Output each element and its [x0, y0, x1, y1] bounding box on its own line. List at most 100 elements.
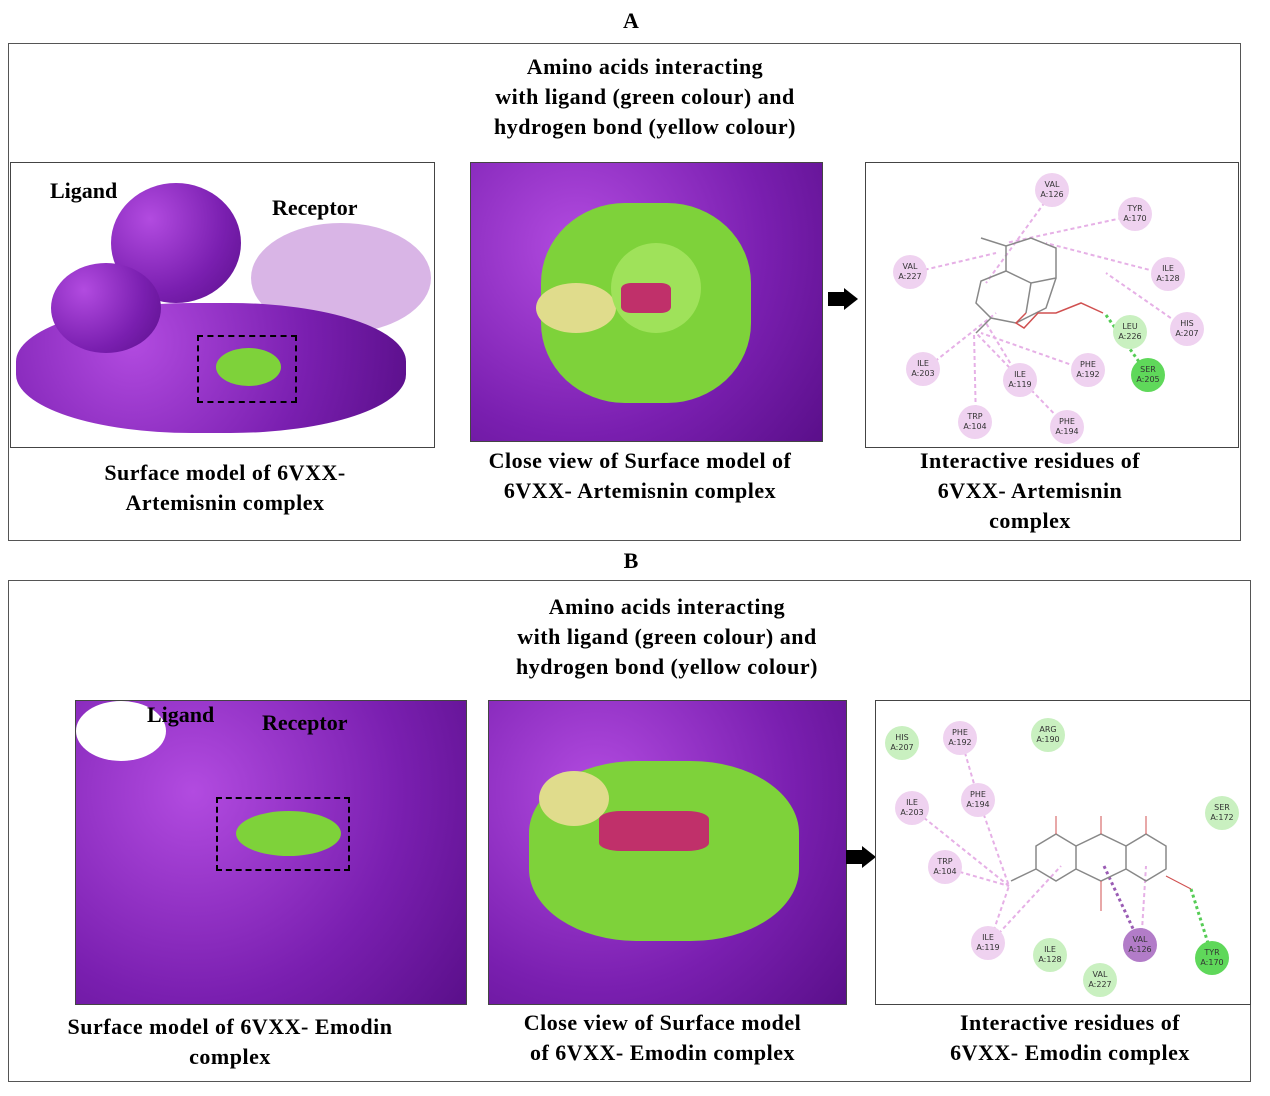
residue-label: VAL — [1132, 935, 1148, 944]
residue-label: TRP — [967, 412, 983, 421]
caption-line: Surface model of 6VXX- — [104, 460, 346, 485]
arrow-head — [844, 288, 858, 310]
residue-node: ILE A:203 — [906, 352, 940, 386]
residue-label: ILE — [982, 933, 994, 942]
residue-label: ARG — [1039, 725, 1057, 734]
panel-a-caption-3: Interactive residues of 6VXX- Artemisnin… — [860, 446, 1200, 536]
panel-b-caption-2: Close view of Surface model of 6VXX- Emo… — [470, 1008, 855, 1068]
residue-label: TYR — [1204, 948, 1220, 957]
panel-b-close-view-image — [488, 700, 847, 1005]
residue-label: A:119 — [976, 943, 1000, 952]
residue-node: LEU A:226 — [1113, 315, 1147, 349]
residue-label: A:190 — [1036, 735, 1060, 744]
residue-label: A:192 — [1076, 370, 1100, 379]
residue-label: A:194 — [966, 800, 990, 809]
residue-node: HIS A:207 — [885, 726, 919, 760]
residue-node: SER A:205 — [1131, 358, 1165, 392]
residue-label: A:119 — [1008, 380, 1032, 389]
panel-a — [8, 43, 1241, 541]
residue-label: A:192 — [948, 738, 972, 747]
panel-b-surface-model-image — [75, 700, 467, 1005]
residue-label: A:227 — [1088, 980, 1112, 989]
residue-node: TRP A:104 — [958, 405, 992, 439]
caption-line: Artemisnin complex — [125, 490, 325, 515]
residue-label: VAL — [1044, 180, 1060, 189]
panel-b-label: B — [623, 548, 639, 573]
residue-node: VAL A:227 — [1083, 963, 1117, 997]
annotation-line: with ligand (green colour) and — [495, 84, 795, 109]
residue-label: ILE — [917, 359, 929, 368]
right-arrow-icon — [828, 292, 844, 306]
caption-line: Interactive residues of — [919, 448, 1141, 473]
right-arrow-icon — [846, 850, 862, 864]
residue-node: ILE A:203 — [895, 791, 929, 825]
residue-label: A:205 — [1136, 375, 1160, 384]
residue-node: ILE A:128 — [1033, 938, 1067, 972]
caption-line: Close view of Surface model — [523, 1010, 802, 1035]
panel-b-caption-3: Interactive residues of 6VXX- Emodin com… — [900, 1008, 1240, 1068]
annotation-line: hydrogen bond (yellow colour) — [494, 114, 796, 139]
residue-node: TYR A:170 — [1195, 941, 1229, 975]
annotation-line: with ligand (green colour) and — [517, 624, 817, 649]
annotation-line: hydrogen bond (yellow colour) — [516, 654, 818, 679]
residue-label: TYR — [1127, 204, 1143, 213]
residue-label: HIS — [895, 733, 909, 742]
residue-label: TRP — [937, 857, 953, 866]
residue-label: ILE — [1044, 945, 1056, 954]
receptor-label: Receptor — [272, 195, 358, 220]
arrow-head — [862, 846, 876, 868]
residue-node: PHE A:194 — [1050, 410, 1084, 444]
caption-line: complex — [989, 508, 1071, 533]
caption-line: 6VXX- Artemisnin complex — [503, 478, 777, 503]
caption-line: Surface model of 6VXX- Emodin — [67, 1014, 393, 1039]
panel-a-caption-1: Surface model of 6VXX- Artemisnin comple… — [40, 458, 410, 518]
panel-b-annotation: Amino acids interacting with ligand (gre… — [442, 592, 892, 682]
residue-label: A:194 — [1055, 427, 1079, 436]
residue-label: VAL — [902, 262, 918, 271]
ligand-label: Ligand — [147, 702, 215, 727]
residue-label: A:203 — [911, 369, 935, 378]
residue-label: PHE — [1080, 360, 1096, 369]
caption-line: complex — [189, 1044, 271, 1069]
ligand-label: Ligand — [50, 178, 118, 203]
residue-label: PHE — [970, 790, 986, 799]
residue-label: VAL — [1092, 970, 1108, 979]
residue-label: A:170 — [1123, 214, 1147, 223]
annotation-line: Amino acids interacting — [548, 594, 786, 619]
panel-b-caption-1: Surface model of 6VXX- Emodin complex — [20, 1012, 440, 1072]
residue-node: PHE A:194 — [961, 783, 995, 817]
residue-node: ILE A:119 — [971, 926, 1005, 960]
residue-label: A:126 — [1128, 945, 1152, 954]
panel-a-annotation: Amino acids interacting with ligand (gre… — [420, 52, 870, 142]
residue-label: A:104 — [963, 422, 987, 431]
residue-label: PHE — [1059, 417, 1075, 426]
residue-label: A:128 — [1156, 274, 1180, 283]
panel-a-label: A — [623, 8, 639, 33]
residue-node: ILE A:128 — [1151, 257, 1185, 291]
residue-label: A:203 — [900, 808, 924, 817]
panel-a-surface-model-image — [10, 162, 435, 448]
residue-label: ILE — [1162, 264, 1174, 273]
panel-a-close-view-image — [470, 162, 823, 442]
residue-node: TYR A:170 — [1118, 197, 1152, 231]
residue-label: A:126 — [1040, 190, 1064, 199]
caption-line: Interactive residues of — [959, 1010, 1181, 1035]
residue-node: TRP A:104 — [928, 850, 962, 884]
residue-label: A:207 — [1175, 329, 1199, 338]
caption-line: of 6VXX- Emodin complex — [529, 1040, 796, 1065]
residue-node: PHE A:192 — [1071, 353, 1105, 387]
residue-label: SER — [1214, 803, 1230, 812]
annotation-line: Amino acids interacting — [526, 54, 764, 79]
residue-label: HIS — [1180, 319, 1194, 328]
residue-node: PHE A:192 — [943, 721, 977, 755]
residue-label: A:227 — [898, 272, 922, 281]
residue-node: VAL A:126 — [1123, 928, 1157, 962]
residue-node: VAL A:126 — [1035, 173, 1069, 207]
residue-label: ILE — [906, 798, 918, 807]
residue-node: VAL A:227 — [893, 255, 927, 289]
residue-label: A:226 — [1118, 332, 1142, 341]
residue-label: A:128 — [1038, 955, 1062, 964]
residue-label: PHE — [952, 728, 968, 737]
residue-node: HIS A:207 — [1170, 312, 1204, 346]
residue-node: SER A:172 — [1205, 796, 1239, 830]
